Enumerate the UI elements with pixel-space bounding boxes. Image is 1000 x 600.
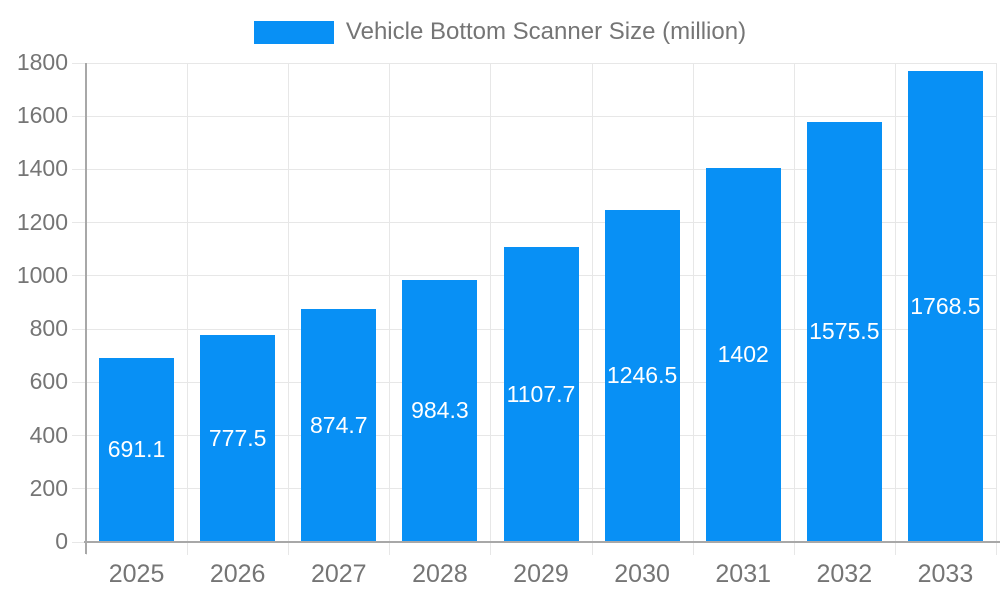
bar-value-label: 691.1 (107, 436, 166, 463)
bar-value-label: 1246.5 (606, 362, 678, 389)
bar-2029[interactable]: 1107.7 (503, 246, 579, 542)
y-axis-tick (72, 381, 86, 383)
y-axis-tick (72, 488, 86, 490)
gridline-vertical (288, 62, 290, 542)
gridline-horizontal (86, 168, 996, 170)
bar-2030[interactable]: 1246.5 (604, 209, 680, 542)
y-axis-tick-label: 200 (29, 474, 68, 501)
bar-2025[interactable]: 691.1 (99, 357, 175, 542)
x-axis-tick-label: 2029 (513, 560, 569, 588)
bar-value-label: 984.3 (411, 397, 469, 424)
bar-value-label: 1402 (717, 341, 769, 368)
bar-2027[interactable]: 874.7 (301, 308, 377, 542)
x-axis-tick (996, 542, 997, 555)
gridline-vertical (187, 62, 189, 542)
bar-value-label: 874.7 (309, 411, 368, 438)
bar-value-label: 1575.5 (809, 318, 880, 345)
y-axis-tick-label: 1200 (16, 208, 68, 235)
y-axis-tick (72, 328, 86, 330)
y-axis-tick-label: 0 (55, 528, 68, 554)
x-axis-tick (389, 542, 391, 555)
y-axis-tick-label: 1600 (16, 102, 68, 129)
bar-value-label: 777.5 (208, 424, 267, 451)
y-axis-line (85, 62, 87, 554)
gridline-vertical (996, 62, 997, 542)
x-axis-tick-label: 2026 (209, 560, 266, 588)
x-axis-tick (187, 542, 189, 555)
y-axis-tick-label: 400 (29, 421, 68, 448)
bar-2033[interactable]: 1768.5 (907, 70, 983, 542)
gridline-vertical (793, 62, 795, 542)
y-axis-tick-label: 600 (29, 368, 68, 395)
gridline-horizontal (86, 115, 996, 117)
gridline-vertical (692, 62, 694, 542)
x-axis-tick-label: 2031 (715, 560, 772, 588)
y-axis-tick-label: 1800 (16, 49, 68, 75)
y-axis-tick-label: 800 (29, 315, 68, 342)
bar-2032[interactable]: 1575.5 (806, 122, 882, 542)
bar-value-label: 1768.5 (910, 292, 981, 319)
bar-value-label: 1107.7 (506, 380, 576, 407)
x-axis-tick-label: 2033 (917, 560, 974, 588)
y-axis-tick (72, 541, 86, 543)
gridline-vertical (389, 62, 391, 542)
x-axis-tick-label: 2025 (108, 560, 165, 588)
y-axis-tick (72, 62, 86, 64)
x-axis-tick (692, 542, 694, 555)
gridline-vertical (894, 62, 896, 542)
legend[interactable]: Vehicle Bottom Scanner Size (million) (0, 18, 1000, 45)
legend-swatch (253, 20, 334, 44)
y-axis-tick-label: 1000 (16, 261, 68, 288)
y-axis-tick (72, 115, 86, 117)
x-axis-tick (793, 542, 795, 555)
legend-label: Vehicle Bottom Scanner Size (million) (345, 18, 747, 45)
x-axis-tick-label: 2030 (614, 560, 670, 588)
x-axis-tick (490, 542, 492, 555)
gridline-vertical (490, 62, 492, 542)
y-axis-tick (72, 168, 86, 170)
x-axis-line (84, 540, 1000, 543)
x-axis-tick (591, 542, 593, 555)
x-axis-tick (894, 542, 896, 555)
x-axis-tick (288, 542, 290, 555)
bar-2031[interactable]: 1402 (705, 168, 781, 542)
bar-2026[interactable]: 777.5 (200, 334, 276, 542)
y-axis-tick (72, 222, 86, 224)
gridline-horizontal (86, 62, 996, 64)
y-axis-tick-label: 1400 (16, 155, 68, 182)
x-axis-tick-label: 2032 (816, 560, 873, 588)
gridline-horizontal (86, 222, 996, 224)
gridline-vertical (591, 62, 593, 542)
x-axis-tick-label: 2027 (310, 560, 367, 588)
bar-2028[interactable]: 984.3 (402, 279, 478, 542)
y-axis-tick (72, 435, 86, 437)
y-axis-tick (72, 275, 86, 277)
x-axis-tick-label: 2028 (412, 560, 468, 588)
